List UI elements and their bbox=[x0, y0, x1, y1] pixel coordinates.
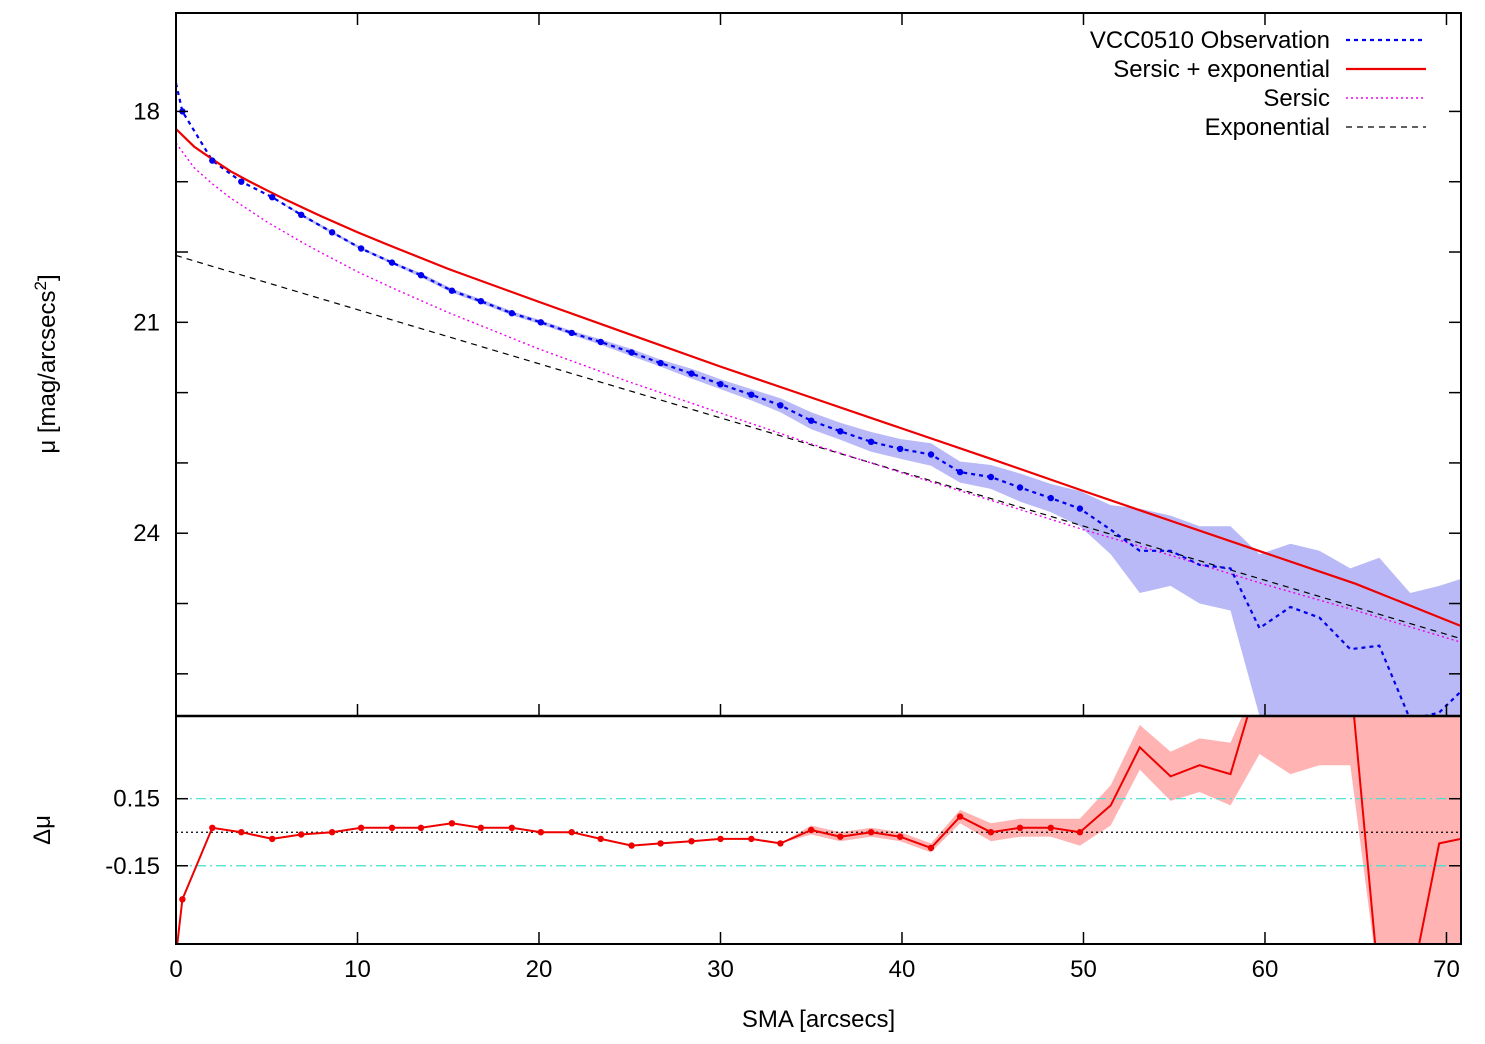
x-tick-label: 0 bbox=[169, 956, 182, 983]
residual-point bbox=[508, 824, 515, 831]
observation-point bbox=[209, 157, 216, 164]
y-tick-label: 21 bbox=[133, 309, 160, 336]
x-tick-label: 10 bbox=[344, 956, 371, 983]
residual-point bbox=[597, 835, 604, 843]
residual-y-tick-label: 0.15 bbox=[113, 786, 160, 813]
residual-point bbox=[568, 829, 575, 836]
y-tick-label: 24 bbox=[133, 520, 160, 547]
x-tick-label: 70 bbox=[1433, 956, 1460, 983]
residual-point bbox=[209, 824, 216, 831]
residual-point bbox=[179, 896, 186, 903]
observation-point bbox=[298, 211, 305, 218]
y-axis-label-tail: ] bbox=[34, 274, 61, 281]
observation-point bbox=[417, 272, 425, 279]
legend-label: Sersic bbox=[1263, 85, 1330, 112]
residual-point bbox=[717, 835, 724, 843]
residual-point bbox=[956, 813, 964, 820]
observation-point bbox=[508, 310, 515, 317]
residual-y-axis-label: Δμ bbox=[29, 815, 56, 845]
x-tick-label: 20 bbox=[526, 956, 553, 983]
residual-point bbox=[388, 824, 396, 831]
residual-point bbox=[927, 844, 935, 852]
residual-point bbox=[1047, 824, 1055, 831]
residual-point bbox=[238, 829, 245, 836]
observation-error-band bbox=[176, 83, 1461, 716]
observation-point bbox=[837, 428, 844, 435]
residual-point bbox=[628, 842, 635, 849]
x-tick-label: 30 bbox=[707, 956, 734, 983]
residual-point bbox=[298, 831, 305, 838]
observation-point bbox=[1016, 484, 1024, 491]
observation-point bbox=[328, 229, 336, 236]
residual-point bbox=[1016, 824, 1024, 831]
exponential-line bbox=[176, 254, 1461, 640]
residual-point bbox=[417, 824, 425, 831]
residual-point bbox=[448, 820, 456, 827]
y-axis-label-main: μ [mag/arcsecs bbox=[34, 290, 61, 453]
legend-label: Exponential bbox=[1205, 114, 1330, 141]
residual-point bbox=[777, 840, 784, 847]
sersic-exponential-line bbox=[176, 128, 1461, 628]
observation-point bbox=[269, 194, 276, 201]
residual-point bbox=[987, 829, 995, 836]
residual-point bbox=[867, 829, 875, 836]
observation-point bbox=[448, 287, 456, 294]
observation-point bbox=[748, 391, 755, 398]
residual-point bbox=[688, 838, 695, 845]
x-tick-label: 40 bbox=[889, 956, 916, 983]
y-axis-label-superscript: 2 bbox=[31, 281, 50, 290]
observation-point bbox=[867, 438, 875, 445]
residual-point bbox=[748, 835, 755, 843]
observation-point bbox=[597, 338, 604, 346]
observation-point bbox=[1047, 494, 1055, 502]
observation-point bbox=[897, 445, 904, 453]
observation-point bbox=[628, 349, 635, 356]
observation-point bbox=[477, 298, 485, 305]
observation-point bbox=[987, 473, 995, 481]
residual-point bbox=[897, 833, 904, 840]
y-axis-label: μ [mag/arcsecs2] bbox=[31, 274, 61, 453]
residual-point bbox=[837, 833, 844, 840]
observation-point bbox=[927, 451, 935, 458]
y-tick-label: 18 bbox=[133, 98, 160, 125]
residual-point bbox=[808, 826, 815, 834]
legend-label: Sersic + exponential bbox=[1113, 56, 1330, 83]
plot-frame bbox=[175, 12, 1462, 945]
observation-point bbox=[956, 468, 964, 476]
observation-point bbox=[777, 402, 784, 409]
observation-point bbox=[688, 370, 695, 377]
x-tick-label: 60 bbox=[1252, 956, 1279, 983]
observation-point bbox=[717, 381, 724, 388]
observation-point bbox=[388, 259, 396, 266]
x-axis-label: SMA [arcsecs] bbox=[742, 1006, 895, 1033]
observation-point bbox=[568, 329, 575, 337]
x-tick-label: 50 bbox=[1070, 956, 1097, 983]
residual-point bbox=[269, 835, 276, 843]
observation-point bbox=[537, 319, 544, 326]
observation-point bbox=[238, 178, 245, 185]
legend-label: VCC0510 Observation bbox=[1090, 27, 1330, 54]
residual-point bbox=[537, 829, 544, 836]
residual-y-tick-label: -0.15 bbox=[105, 853, 160, 880]
residual-point bbox=[657, 840, 664, 847]
residual-point bbox=[1076, 829, 1084, 836]
residual-point bbox=[328, 829, 336, 836]
residual-point bbox=[357, 824, 365, 831]
residual-point bbox=[477, 824, 485, 831]
observation-point bbox=[657, 359, 664, 367]
observation-point bbox=[1076, 505, 1084, 512]
residual-error-band bbox=[177, 716, 1461, 944]
observation-point bbox=[808, 417, 815, 424]
observation-point bbox=[357, 245, 365, 252]
